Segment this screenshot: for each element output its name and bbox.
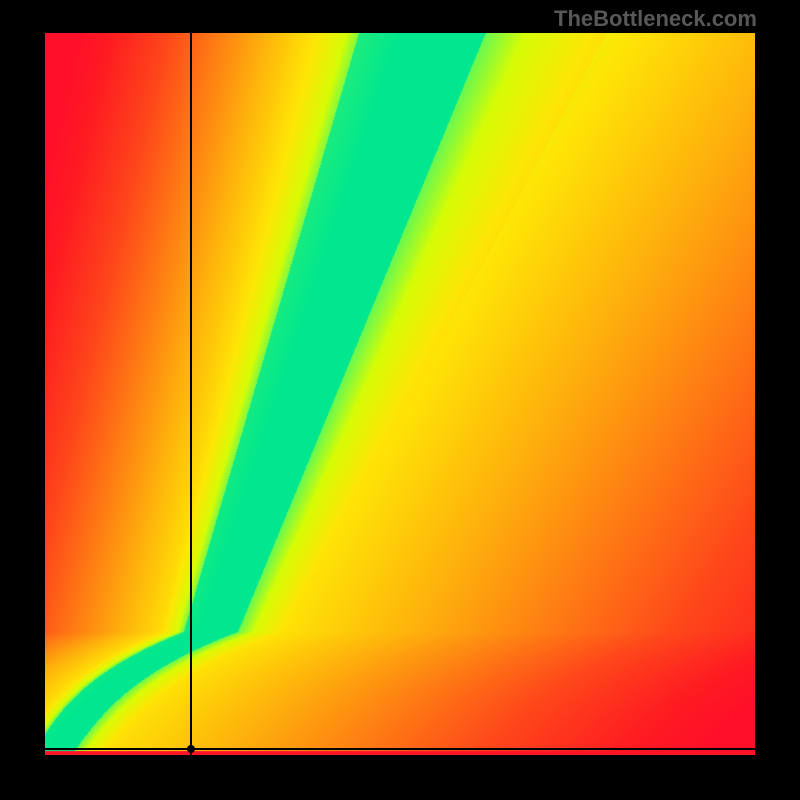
crosshair-vertical [190, 33, 192, 755]
bottleneck-heatmap [45, 33, 755, 755]
crosshair-horizontal [45, 748, 755, 750]
chart-container: { "canvas": { "width": 800, "height": 80… [0, 0, 800, 800]
watermark-text: TheBottleneck.com [554, 6, 757, 32]
crosshair-point [187, 745, 195, 753]
